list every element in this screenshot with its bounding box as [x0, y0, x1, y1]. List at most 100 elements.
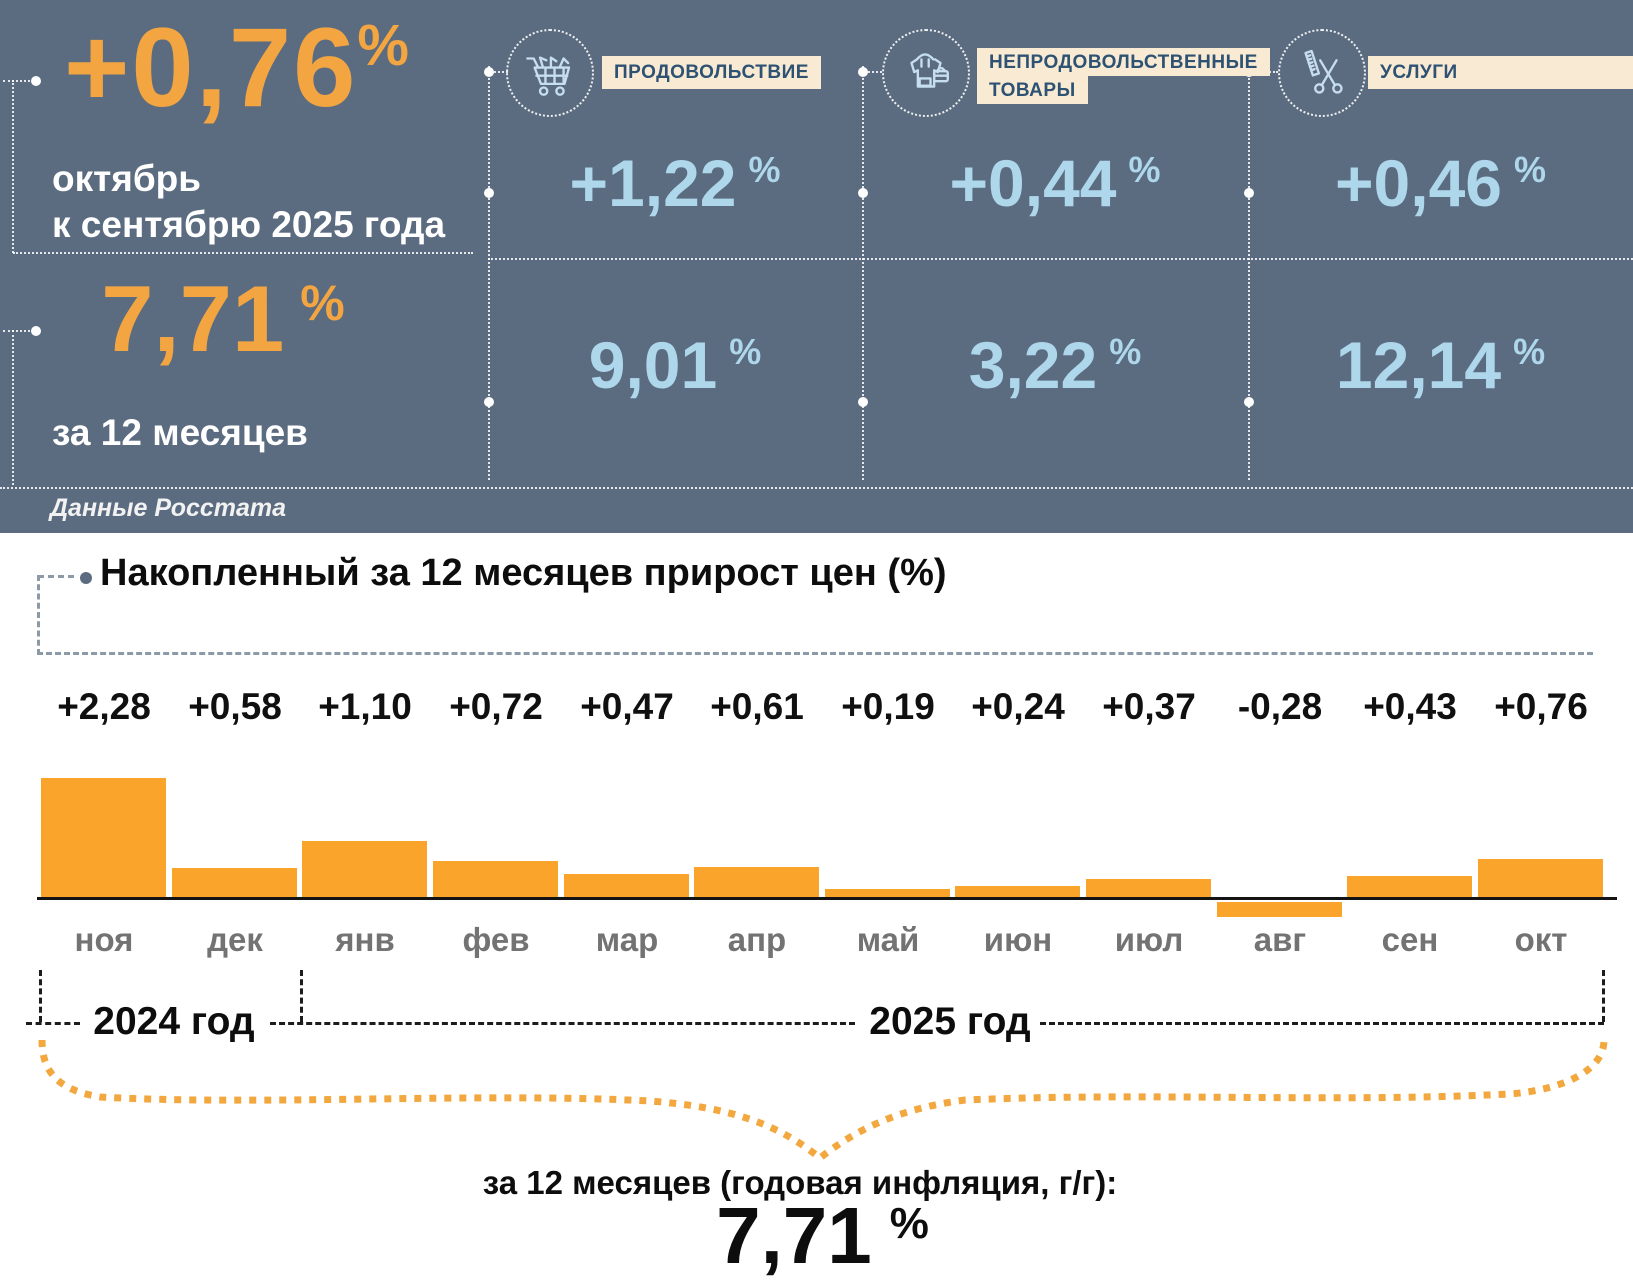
- percent-sign: %: [357, 13, 409, 78]
- bar-value-label: +0,19: [841, 686, 935, 727]
- dashed-line: [37, 575, 40, 655]
- month-label: ноя: [74, 921, 134, 958]
- shopping-cart-icon: [526, 56, 571, 96]
- marker-dot: [31, 326, 41, 336]
- marker-dot: [31, 76, 41, 86]
- value-number: 3,22: [968, 328, 1098, 402]
- monthly-inflation-value: +0,76%: [13, 5, 460, 130]
- bar: [694, 867, 819, 899]
- services-label-text: УСЛУГИ: [1368, 56, 1633, 89]
- marker-dot: [484, 397, 494, 407]
- dotted-line: [12, 80, 14, 253]
- marker-dot: [1244, 188, 1254, 198]
- marker-dot: [484, 67, 494, 77]
- bar: [825, 889, 950, 899]
- month-label: май: [856, 921, 920, 958]
- food-icon-circle: [506, 29, 594, 117]
- marker-dot: [858, 67, 868, 77]
- category-food: ПРОДОВОЛЬСТВИЕ +1,22 % 9,01 %: [488, 0, 862, 533]
- bar-value-label: +2,28: [57, 686, 151, 727]
- dotted-line: [12, 330, 14, 485]
- bar-value-label: +0,43: [1363, 686, 1457, 727]
- food-monthly-value: +1,22 %: [488, 150, 862, 216]
- bar: [41, 778, 166, 899]
- bar: [955, 886, 1080, 899]
- bar: [1217, 902, 1342, 917]
- bar: [302, 841, 427, 899]
- month-label: янв: [335, 921, 395, 958]
- category-services: УСЛУГИ +0,46 % 12,14 %: [1248, 0, 1633, 533]
- dashed-line: [37, 652, 1593, 655]
- nonfood-annual-value: 3,22 %: [862, 332, 1248, 398]
- annual-total-number: 7,71: [716, 1191, 872, 1280]
- bar-value-label: +0,61: [710, 686, 804, 727]
- percent-sign: %: [1109, 331, 1142, 372]
- clothing-bag-icon: [910, 53, 949, 88]
- services-label: УСЛУГИ: [1368, 56, 1633, 89]
- year-tick: [39, 970, 42, 1022]
- marker-dot: [484, 188, 494, 198]
- month-label: фев: [462, 921, 530, 958]
- monthly-inflation-caption: октябрь к сентябрю 2025 года: [52, 156, 445, 248]
- services-annual-value: 12,14 %: [1248, 332, 1633, 398]
- column-separator: [488, 66, 490, 480]
- bar: [1478, 859, 1603, 899]
- bar-value-label: +0,72: [449, 686, 543, 727]
- value-number: +1,22: [569, 146, 737, 220]
- month-label: сен: [1381, 921, 1439, 958]
- bar: [433, 861, 558, 899]
- x-axis-line: [37, 897, 1617, 900]
- month-label: июн: [983, 921, 1053, 958]
- food-annual-value: 9,01 %: [488, 332, 862, 398]
- percent-sign: %: [748, 149, 781, 190]
- bar: [564, 874, 689, 899]
- dashed-line: [38, 575, 74, 578]
- scissors-comb-icon: [1304, 49, 1343, 94]
- dashed-line: [270, 1022, 855, 1025]
- food-label-text: ПРОДОВОЛЬСТВИЕ: [602, 56, 821, 89]
- nonfood-label-text-2: ТОВАРЫ: [977, 76, 1088, 105]
- month-label: окт: [1514, 921, 1568, 958]
- value-number: +0,46: [1334, 146, 1502, 220]
- value-number: 12,14: [1335, 328, 1502, 402]
- month-label: мар: [595, 921, 659, 958]
- month-label: дек: [207, 921, 263, 958]
- monthly-inflation-number: +0,76: [64, 5, 358, 130]
- year-tick: [300, 970, 303, 1022]
- marker-dot: [858, 188, 868, 198]
- marker-dot: [858, 397, 868, 407]
- column-separator: [862, 66, 864, 480]
- value-number: +0,44: [949, 146, 1117, 220]
- annual-inflation-value: 7,71%: [13, 272, 433, 366]
- bar: [1086, 879, 1211, 899]
- services-monthly-value: +0,46 %: [1248, 150, 1633, 216]
- dashed-line: [1040, 1022, 1604, 1025]
- percent-sign: %: [300, 275, 345, 331]
- bar-value-label: +0,58: [188, 686, 282, 727]
- dotted-line: [864, 71, 882, 73]
- percent-sign: %: [889, 1199, 929, 1248]
- month-label: авг: [1253, 921, 1307, 958]
- year-label-2025: 2025 год: [869, 1000, 1031, 1043]
- services-icon-circle: [1278, 29, 1366, 117]
- chart-title: Накопленный за 12 месяцев прирост цен (%…: [100, 552, 947, 594]
- month-label: апр: [727, 921, 787, 958]
- year-tick: [1602, 970, 1605, 1022]
- annual-inflation-caption: за 12 месяцев: [52, 412, 308, 453]
- bar-value-label: +0,76: [1494, 686, 1588, 727]
- marker-dot: [1244, 397, 1254, 407]
- dotted-line: [3, 80, 30, 82]
- bar: [1347, 876, 1472, 899]
- percent-sign: %: [1513, 331, 1546, 372]
- annual-inflation-number: 7,71: [101, 266, 285, 371]
- percent-sign: %: [729, 331, 762, 372]
- caption-line-2: к сентябрю 2025 года: [52, 204, 446, 245]
- annual-inflation-footnote: за 12 месяцев (годовая инфляция, г/г):: [482, 1164, 1118, 1201]
- category-nonfood: НЕПРОДОВОЛЬСТВЕННЫЕ ТОВАРЫ +0,44 % 3,22 …: [862, 0, 1270, 533]
- nonfood-monthly-value: +0,44 %: [862, 150, 1248, 216]
- month-label: июл: [1114, 921, 1184, 958]
- nonfood-label: НЕПРОДОВОЛЬСТВЕННЫЕ ТОВАРЫ: [977, 48, 1270, 105]
- bar-value-label: +0,37: [1102, 686, 1196, 727]
